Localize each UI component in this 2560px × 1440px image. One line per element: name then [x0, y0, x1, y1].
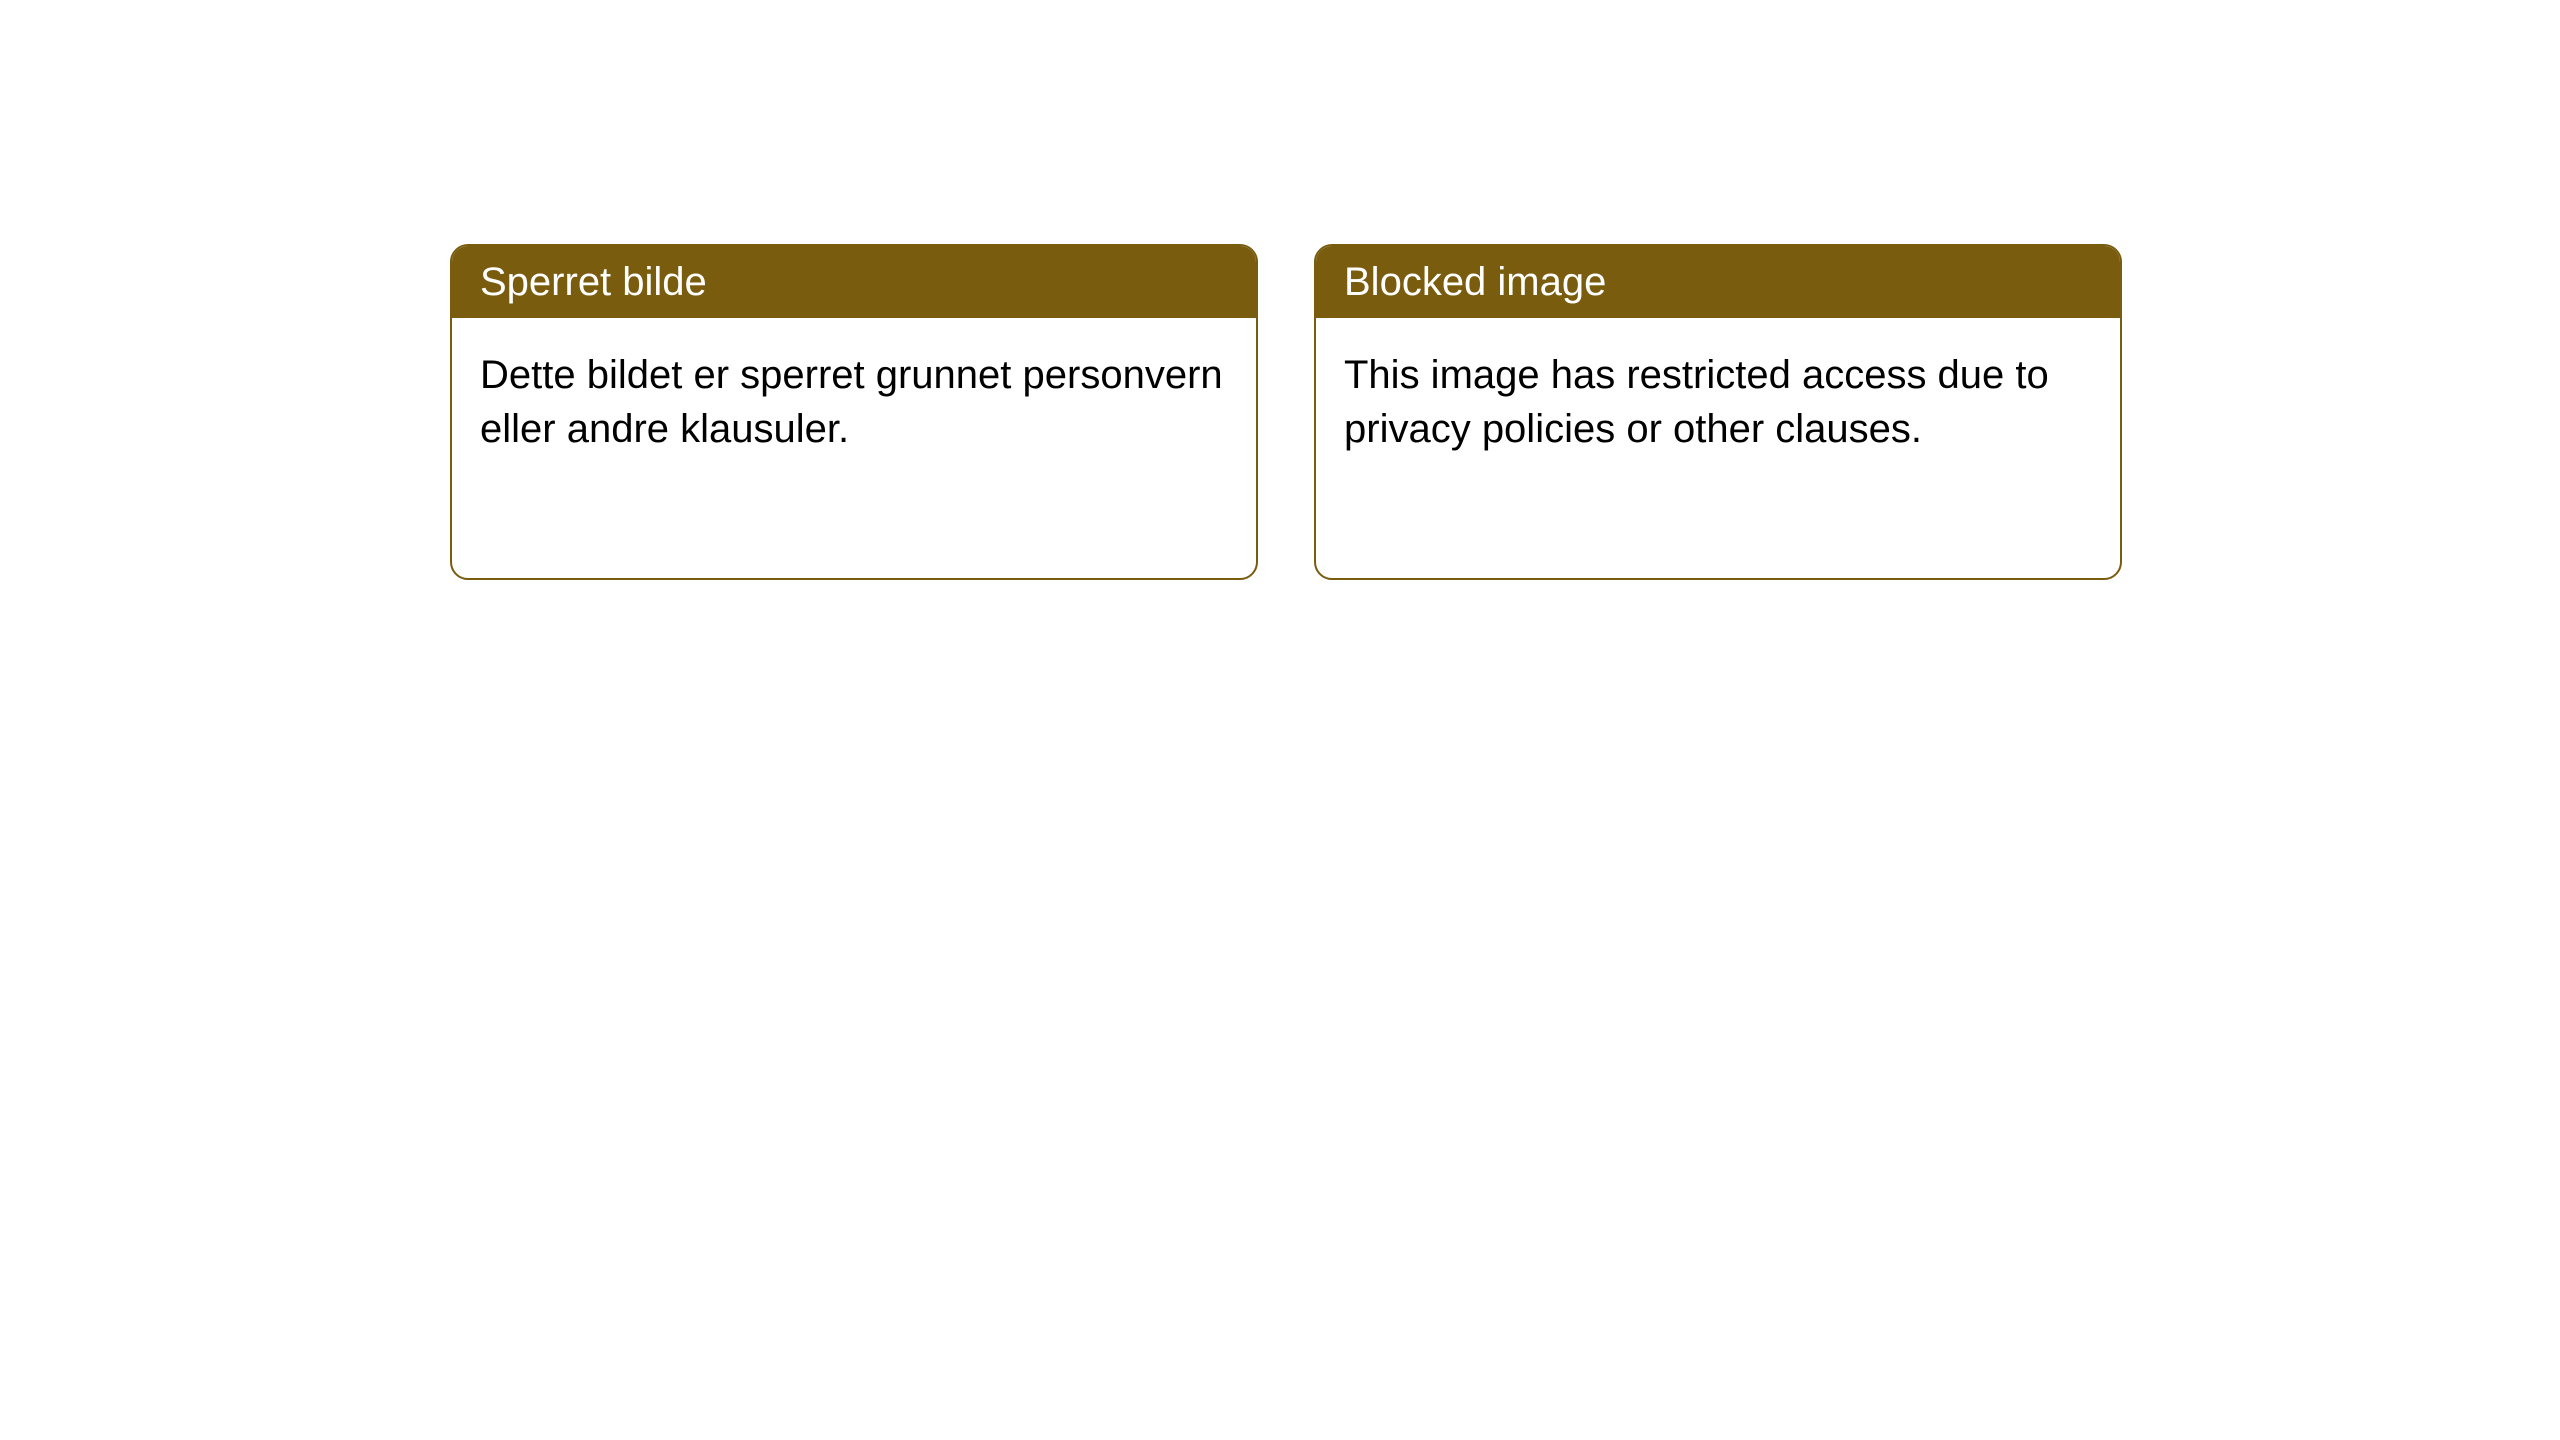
notice-card-english: Blocked image This image has restricted …	[1314, 244, 2122, 580]
notice-title: Blocked image	[1344, 260, 1606, 304]
notice-container: Sperret bilde Dette bildet er sperret gr…	[0, 0, 2560, 580]
notice-header-english: Blocked image	[1316, 246, 2120, 318]
notice-header-norwegian: Sperret bilde	[452, 246, 1256, 318]
notice-card-norwegian: Sperret bilde Dette bildet er sperret gr…	[450, 244, 1258, 580]
notice-message: Dette bildet er sperret grunnet personve…	[480, 353, 1223, 451]
notice-body-english: This image has restricted access due to …	[1316, 318, 2120, 486]
notice-body-norwegian: Dette bildet er sperret grunnet personve…	[452, 318, 1256, 486]
notice-message: This image has restricted access due to …	[1344, 353, 2049, 451]
notice-title: Sperret bilde	[480, 260, 707, 304]
